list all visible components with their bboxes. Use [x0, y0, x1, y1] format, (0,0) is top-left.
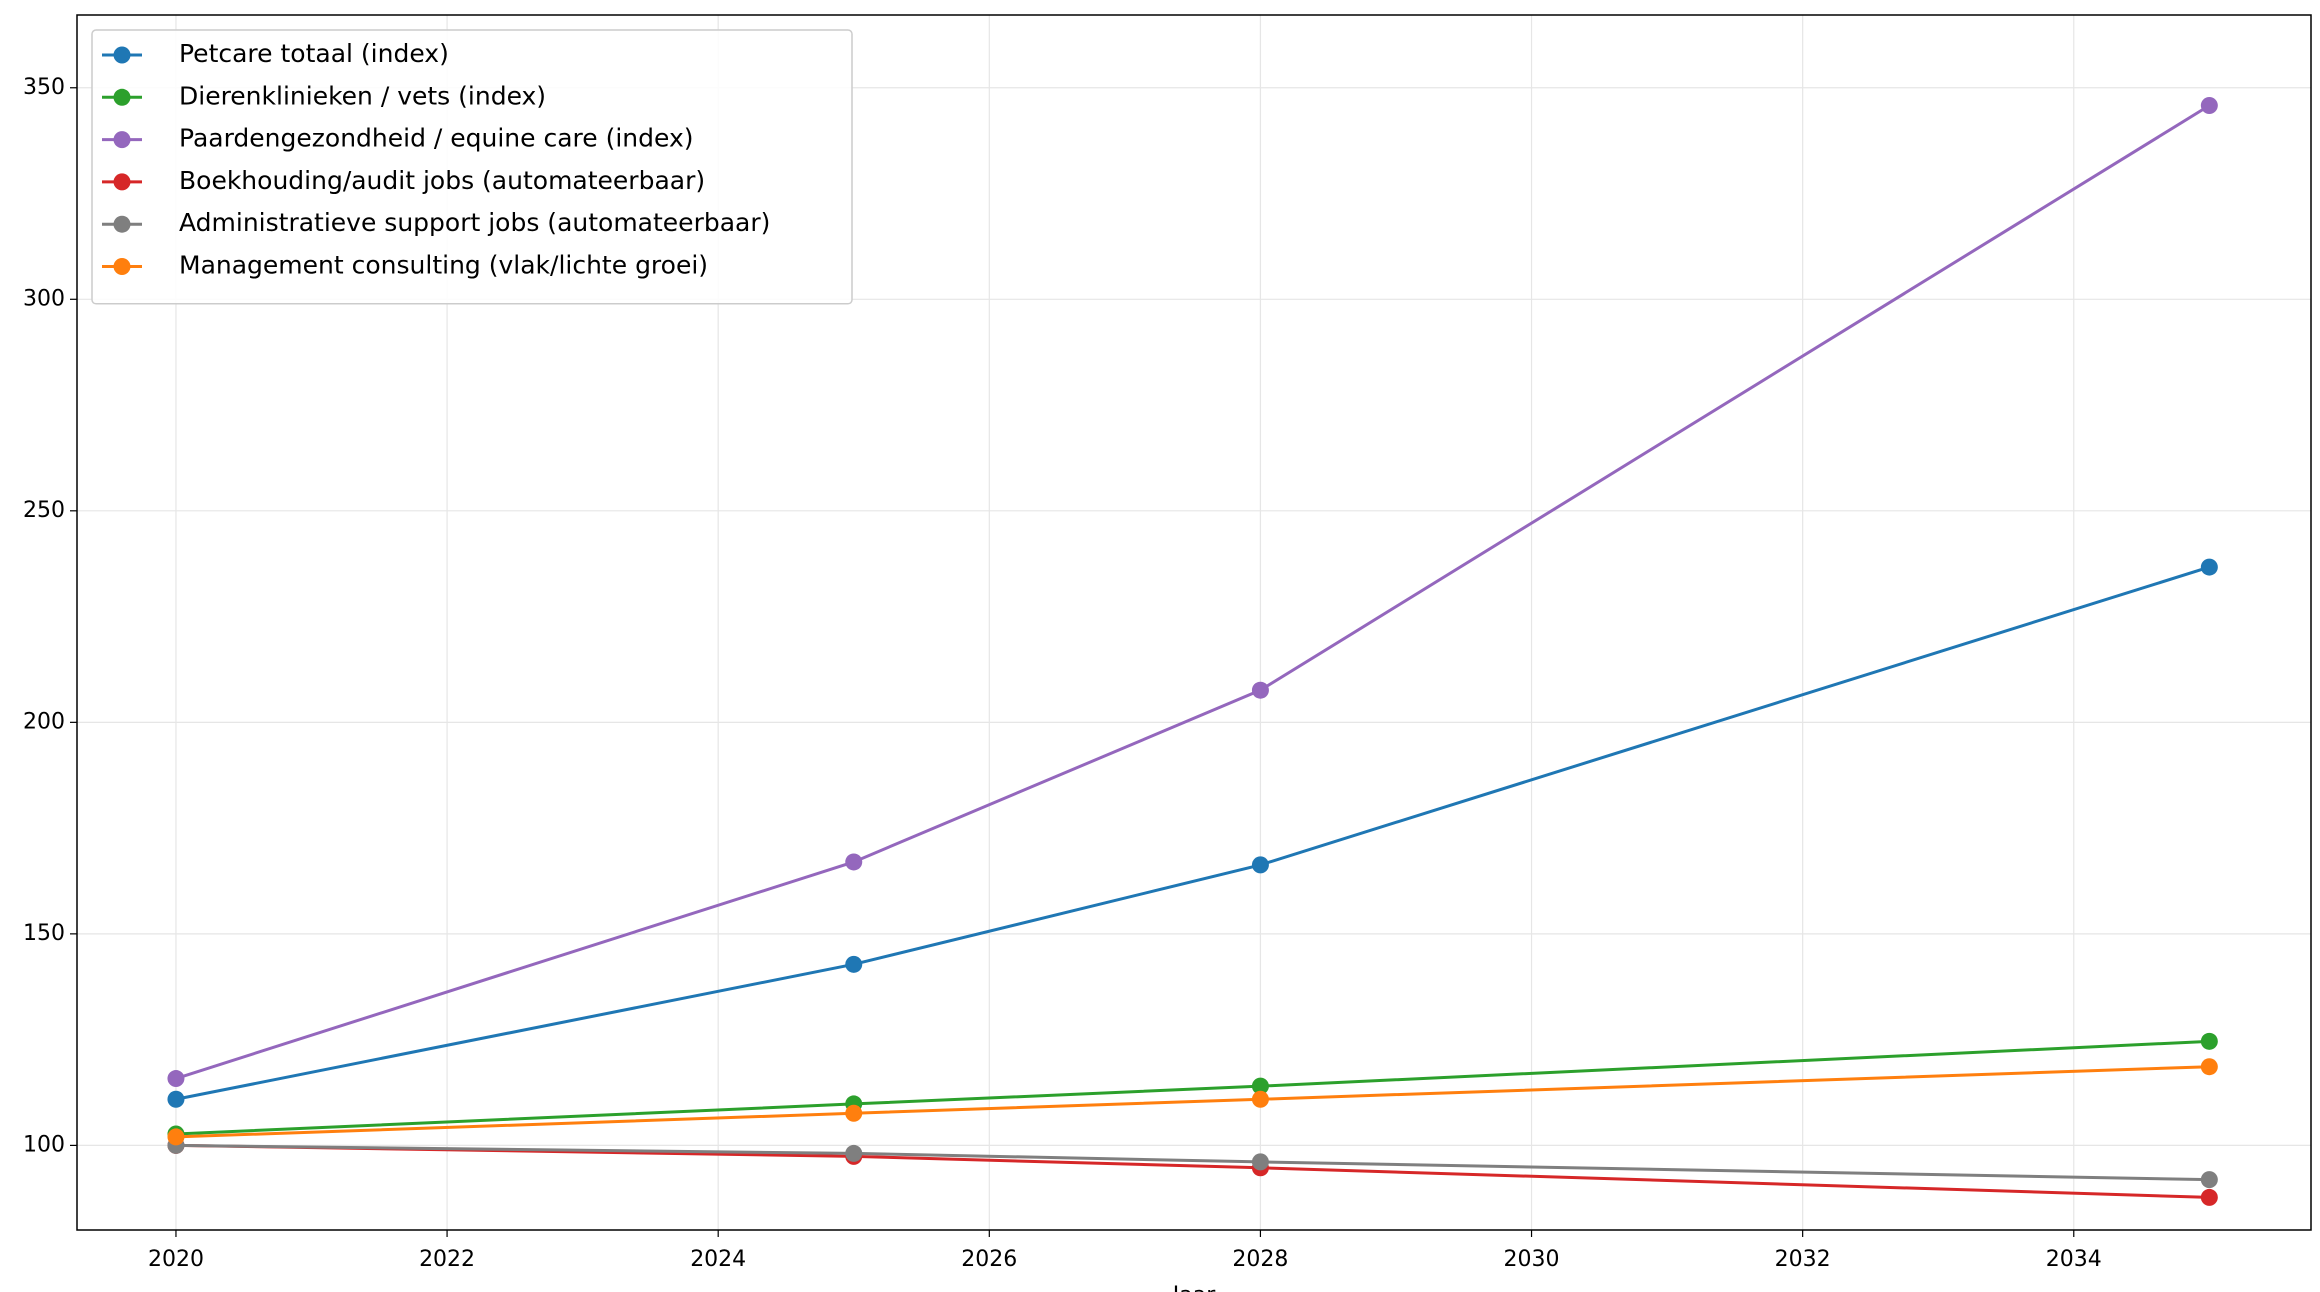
series-line — [175, 565, 2210, 1101]
x-tick-label: 2022 — [419, 1247, 475, 1272]
x-tick-label: 2024 — [690, 1247, 746, 1272]
data-point — [1251, 1077, 1269, 1095]
x-axis-label: Jaar — [1171, 1283, 1216, 1292]
plot-frame — [76, 14, 2312, 1231]
data-point — [1251, 681, 1269, 699]
series-line — [175, 1039, 2210, 1136]
legend-label: Boekhouding/audit jobs (automateerbaar) — [179, 166, 705, 195]
legend-marker — [113, 258, 131, 275]
data-point — [167, 1090, 185, 1108]
y-tick-label: 250 — [23, 498, 65, 523]
data-point — [845, 955, 863, 973]
legend-marker — [113, 215, 131, 233]
series-line — [175, 104, 2211, 1080]
x-tick-label: 2020 — [148, 1247, 204, 1272]
legend-label: Administratieve support jobs (automateer… — [179, 208, 770, 237]
legend-frame — [91, 29, 853, 305]
legend-label: Petcare totaal (index) — [179, 39, 449, 68]
data-point — [1251, 1153, 1269, 1171]
data-point — [845, 1104, 863, 1122]
y-tick-label: 200 — [23, 709, 65, 734]
y-tick-label: 100 — [23, 1132, 65, 1157]
data-point — [2200, 1171, 2218, 1189]
data-point — [845, 1144, 863, 1162]
legend-label: Dierenklinieken / vets (index) — [179, 81, 546, 110]
data-point — [2200, 97, 2218, 115]
legend-label: Management consulting (vlak/lichte groei… — [179, 251, 708, 280]
series-line — [175, 1143, 2210, 1182]
data-point — [2200, 1058, 2218, 1076]
series-line — [175, 1065, 2210, 1139]
data-point — [845, 853, 863, 871]
data-point — [2200, 1032, 2218, 1050]
x-tick-label: 2026 — [961, 1247, 1017, 1272]
x-tick-label: 2030 — [1504, 1247, 1560, 1272]
y-tick-label: 150 — [23, 921, 65, 946]
legend-marker — [113, 131, 131, 149]
y-tick-label: 300 — [23, 286, 65, 311]
data-point — [167, 1128, 185, 1146]
legend: Petcare totaal (index) Dierenklinieken / … — [91, 29, 853, 305]
series-line — [175, 1143, 2210, 1199]
y-tick-label: 350 — [23, 75, 65, 100]
data-point — [2200, 558, 2218, 576]
data-point — [2200, 1188, 2218, 1206]
x-tick-label: 2032 — [1775, 1247, 1831, 1272]
data-point — [1251, 856, 1269, 874]
legend-marker — [113, 173, 131, 191]
legend-marker — [113, 88, 131, 106]
data-point — [167, 1070, 185, 1088]
x-tick-label: 2028 — [1232, 1247, 1288, 1272]
data-point — [1251, 1090, 1269, 1108]
legend-marker — [113, 46, 131, 64]
x-tick-label: 2034 — [2046, 1247, 2102, 1272]
legend-label: Paardengezondheid / equine care (index) — [179, 124, 694, 153]
